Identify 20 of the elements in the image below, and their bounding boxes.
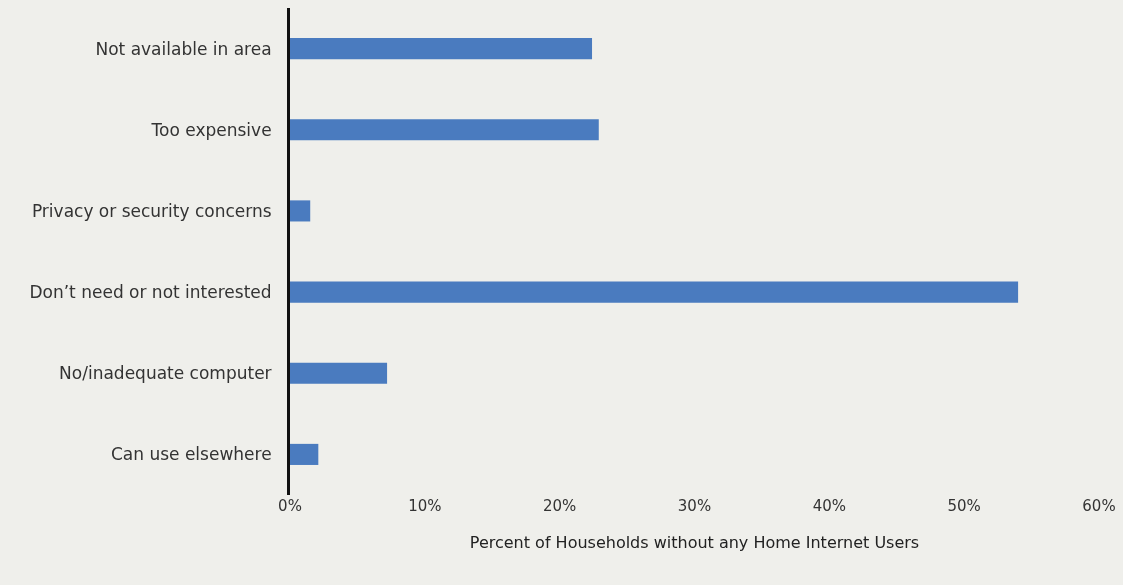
x-axis-title: Percent of Households without any Home Internet Users (469, 532, 920, 552)
bar (290, 281, 1019, 303)
x-tick-label: 30% (677, 497, 712, 515)
y-tick-label: Can use elsewhere (110, 444, 272, 465)
bar (290, 443, 319, 465)
y-tick-label: Privacy or security concerns (31, 200, 272, 221)
bar (290, 38, 593, 60)
y-tick-label: Not available in area (95, 38, 272, 59)
y-tick-label: No/inadequate computer (59, 363, 272, 384)
y-tick-label: Too expensive (150, 119, 272, 140)
bar (290, 119, 599, 141)
x-tick-label: 60% (1082, 497, 1116, 515)
x-tick-label: 40% (812, 497, 846, 515)
x-tick-label: 10% (408, 497, 442, 515)
x-tick-label: 20% (543, 497, 577, 515)
x-tick-label: 0% (278, 497, 302, 515)
bar (290, 362, 388, 384)
y-tick-label: Don’t need or not interested (29, 282, 272, 303)
bar (290, 200, 311, 222)
x-tick-label: 50% (947, 497, 981, 515)
